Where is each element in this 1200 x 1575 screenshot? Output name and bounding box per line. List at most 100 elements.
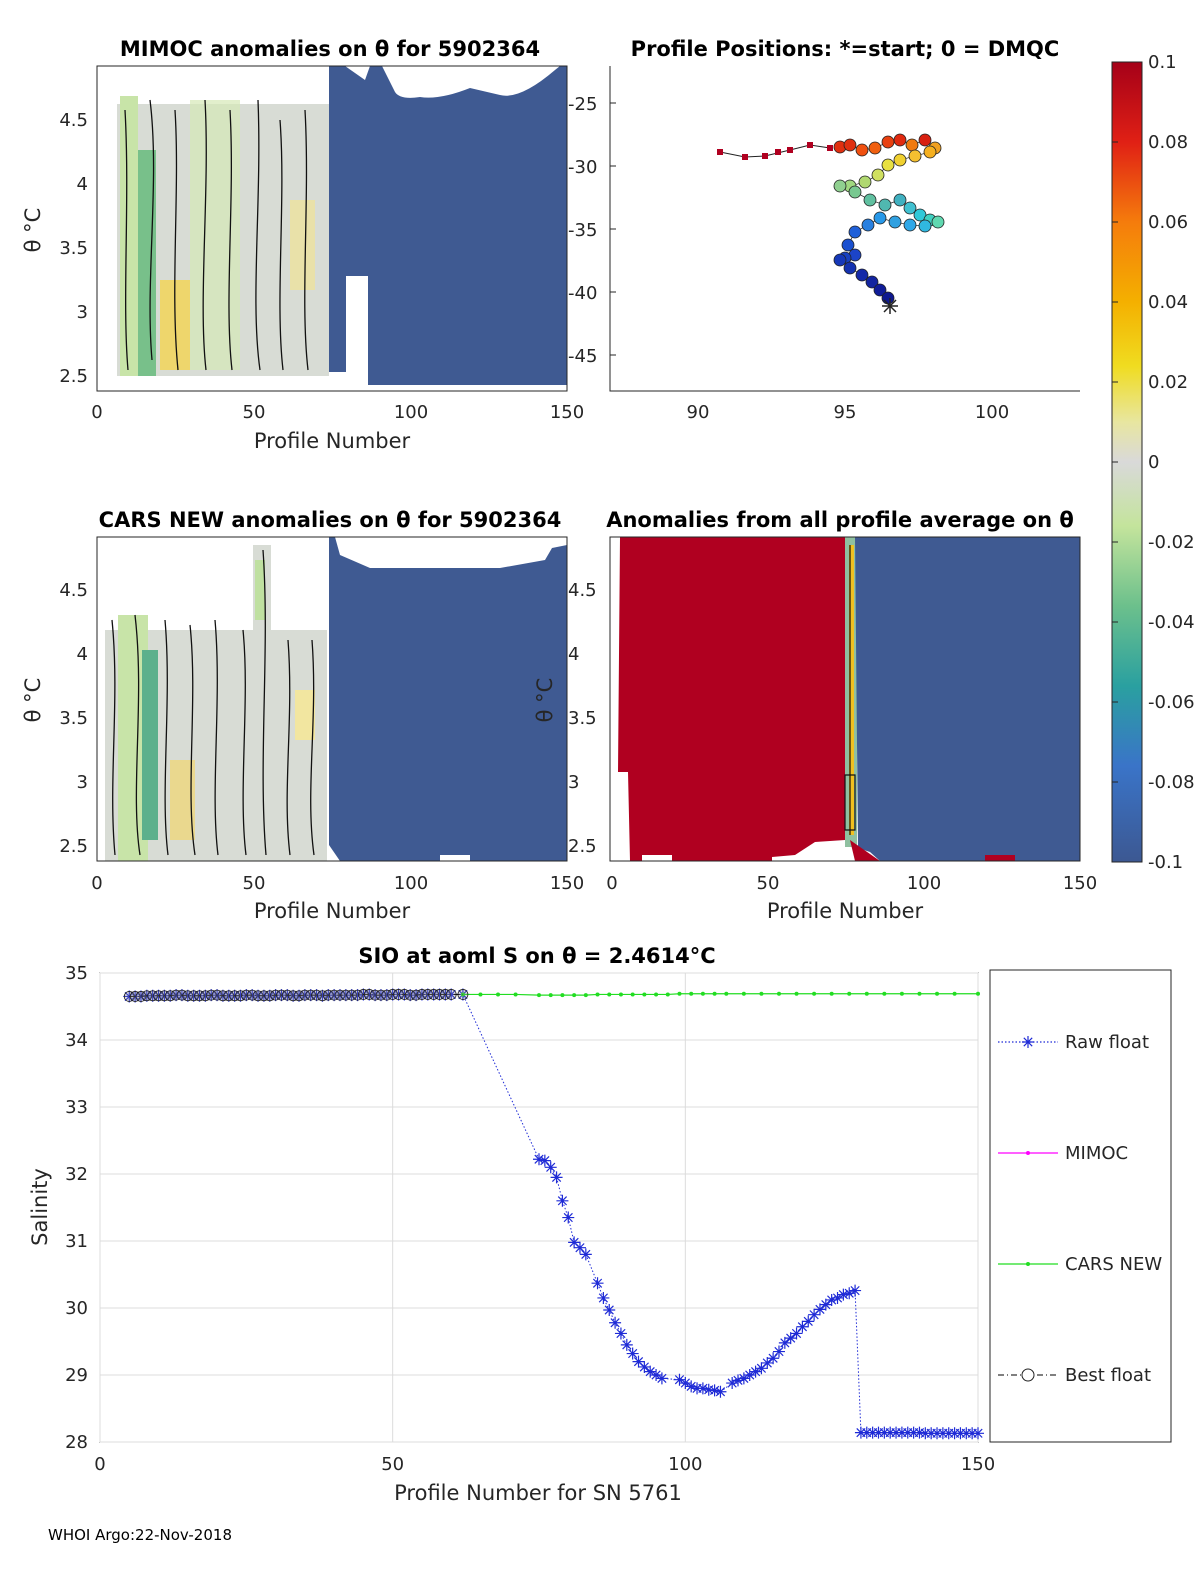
- colorbar-tick-label: 0.02: [1148, 372, 1188, 393]
- best-float-point: [387, 989, 399, 1000]
- colorbar-tick-label: -0.06: [1148, 692, 1195, 713]
- position-marker: [918, 133, 932, 147]
- mimoc-xtick: 0: [91, 402, 102, 423]
- raw-float-point: [696, 1382, 709, 1395]
- mimoc-ytick: 4.5: [59, 110, 88, 131]
- position-marker: [893, 193, 907, 207]
- positions-start-marker: [882, 298, 898, 314]
- cars-low-field: [329, 537, 567, 861]
- mimoc-panel: 0 50 100 150 2.5 3 3.5 4 4.5 Profile Num…: [21, 65, 584, 453]
- colorbar: 0.1 0.08 0.06 0.04 0.02 0 -0.02 -0.04 -0.06 -0.08…: [1111, 52, 1195, 873]
- position-marker: [863, 193, 877, 207]
- raw-float-point: [655, 1372, 668, 1385]
- allavg-ytick: 3: [568, 772, 579, 793]
- positions-xtick: 100: [975, 402, 1009, 423]
- position-marker: [905, 138, 919, 152]
- cars-ytick: 3.5: [59, 708, 88, 729]
- cars-new-point: [496, 992, 501, 997]
- cars-new-point: [776, 991, 781, 996]
- positions-panel: 90 95 100 -25 -30 -35 -40 -45: [568, 66, 1080, 423]
- raw-float-point: [972, 1427, 984, 1440]
- allavg-xtick: 50: [757, 873, 780, 894]
- salinity-ytick: 33: [65, 1097, 88, 1118]
- raw-float-point: [743, 1369, 756, 1381]
- position-marker: [841, 238, 855, 252]
- allavg-title: Anomalies from all profile average on θ: [606, 508, 1074, 532]
- raw-float-point: [562, 1211, 575, 1224]
- salinity-ytick: 29: [65, 1365, 88, 1386]
- cars-new-point: [917, 991, 922, 996]
- position-marker-square: [807, 142, 813, 148]
- best-float-point: [369, 989, 381, 1001]
- allavg-frame: [609, 536, 1081, 862]
- legend-item: Raw float: [998, 1032, 1149, 1053]
- raw-float-point: [714, 1385, 727, 1398]
- salinity-ytick: 28: [65, 1432, 88, 1453]
- cars-ytick: 4: [77, 644, 88, 665]
- best-float-point: [439, 989, 451, 1000]
- best-float-point: [123, 991, 135, 1002]
- mimoc-ytick: 3: [77, 302, 88, 323]
- colorbar-tick-label: -0.1: [1148, 852, 1183, 873]
- salinity-frame: [99, 972, 979, 1443]
- salinity-xticks: 0 50 100 150: [94, 1454, 995, 1475]
- raw-float-point: [316, 989, 329, 1002]
- mimoc-low-field: [329, 66, 567, 385]
- position-marker: [923, 145, 937, 159]
- position-marker: [865, 275, 879, 289]
- salinity-ytick: 32: [65, 1164, 88, 1185]
- raw-float-point: [263, 989, 276, 1002]
- raw-float-point: [767, 1352, 780, 1365]
- best-float-point: [258, 990, 270, 1002]
- best-float-point: [270, 989, 282, 1001]
- best-float-point: [287, 990, 299, 1002]
- raw-float-point: [685, 1380, 698, 1393]
- position-marker: [931, 215, 945, 229]
- cars-new-point: [741, 991, 746, 996]
- best-float-point: [158, 990, 170, 1002]
- best-float-point: [194, 990, 205, 1002]
- cars-panel: 0 50 100 150 2.5 3 3.5 4 4.5 Profile Num…: [21, 536, 584, 923]
- legend-label: MIMOC: [1065, 1143, 1128, 1164]
- position-marker-square: [775, 149, 781, 155]
- raw-float-point: [626, 1347, 639, 1360]
- best-float-point: [153, 990, 164, 1002]
- allavg-xticks: 0 50 100 150: [606, 873, 1097, 894]
- salinity-ytick: 30: [65, 1298, 88, 1319]
- cars-new-point: [759, 991, 764, 996]
- position-marker: [881, 291, 895, 305]
- allavg-xtick: 150: [1063, 873, 1097, 894]
- cars-new-point: [829, 991, 834, 996]
- raw-float-point: [544, 1161, 557, 1174]
- footer-credit: WHOI Argo:22-Nov-2018: [48, 1526, 232, 1544]
- cars-new-point: [952, 991, 957, 996]
- cars-new-point: [665, 992, 670, 997]
- salinity-grid: [99, 972, 979, 1443]
- positions-ytick: -35: [568, 220, 597, 241]
- raw-float-point: [831, 1291, 844, 1304]
- positions-xticks: 90 95 100: [687, 402, 1010, 423]
- allavg-xlabel: Profile Number: [767, 899, 924, 923]
- cars-new-point: [976, 991, 980, 996]
- raw-float-point: [702, 1383, 715, 1396]
- raw-float-point: [568, 1236, 581, 1249]
- raw-float-point: [808, 1308, 821, 1321]
- position-marker: [893, 153, 907, 167]
- mimoc-xtick: 100: [394, 402, 428, 423]
- cars-yticks: 2.5 3 3.5 4 4.5: [59, 580, 88, 857]
- cars-new-point: [607, 992, 612, 997]
- position-marker: [855, 143, 869, 157]
- raw-float-point: [199, 989, 212, 1002]
- cars-teal-band: [142, 650, 158, 840]
- raw-float-point: [790, 1327, 803, 1340]
- salinity-yticks: 28 29 30 31 32 33 34 35: [65, 963, 88, 1453]
- raw-float-point: [614, 1327, 627, 1340]
- best-float-point: [205, 989, 217, 1001]
- mimoc-xticks: 0 50 100 150: [91, 402, 584, 423]
- best-float-point: [322, 989, 334, 1001]
- position-marker: [861, 218, 875, 232]
- raw-float-point: [644, 1365, 657, 1378]
- raw-float-point: [650, 1369, 663, 1381]
- raw-float-point: [732, 1374, 745, 1387]
- position-marker: [871, 168, 885, 182]
